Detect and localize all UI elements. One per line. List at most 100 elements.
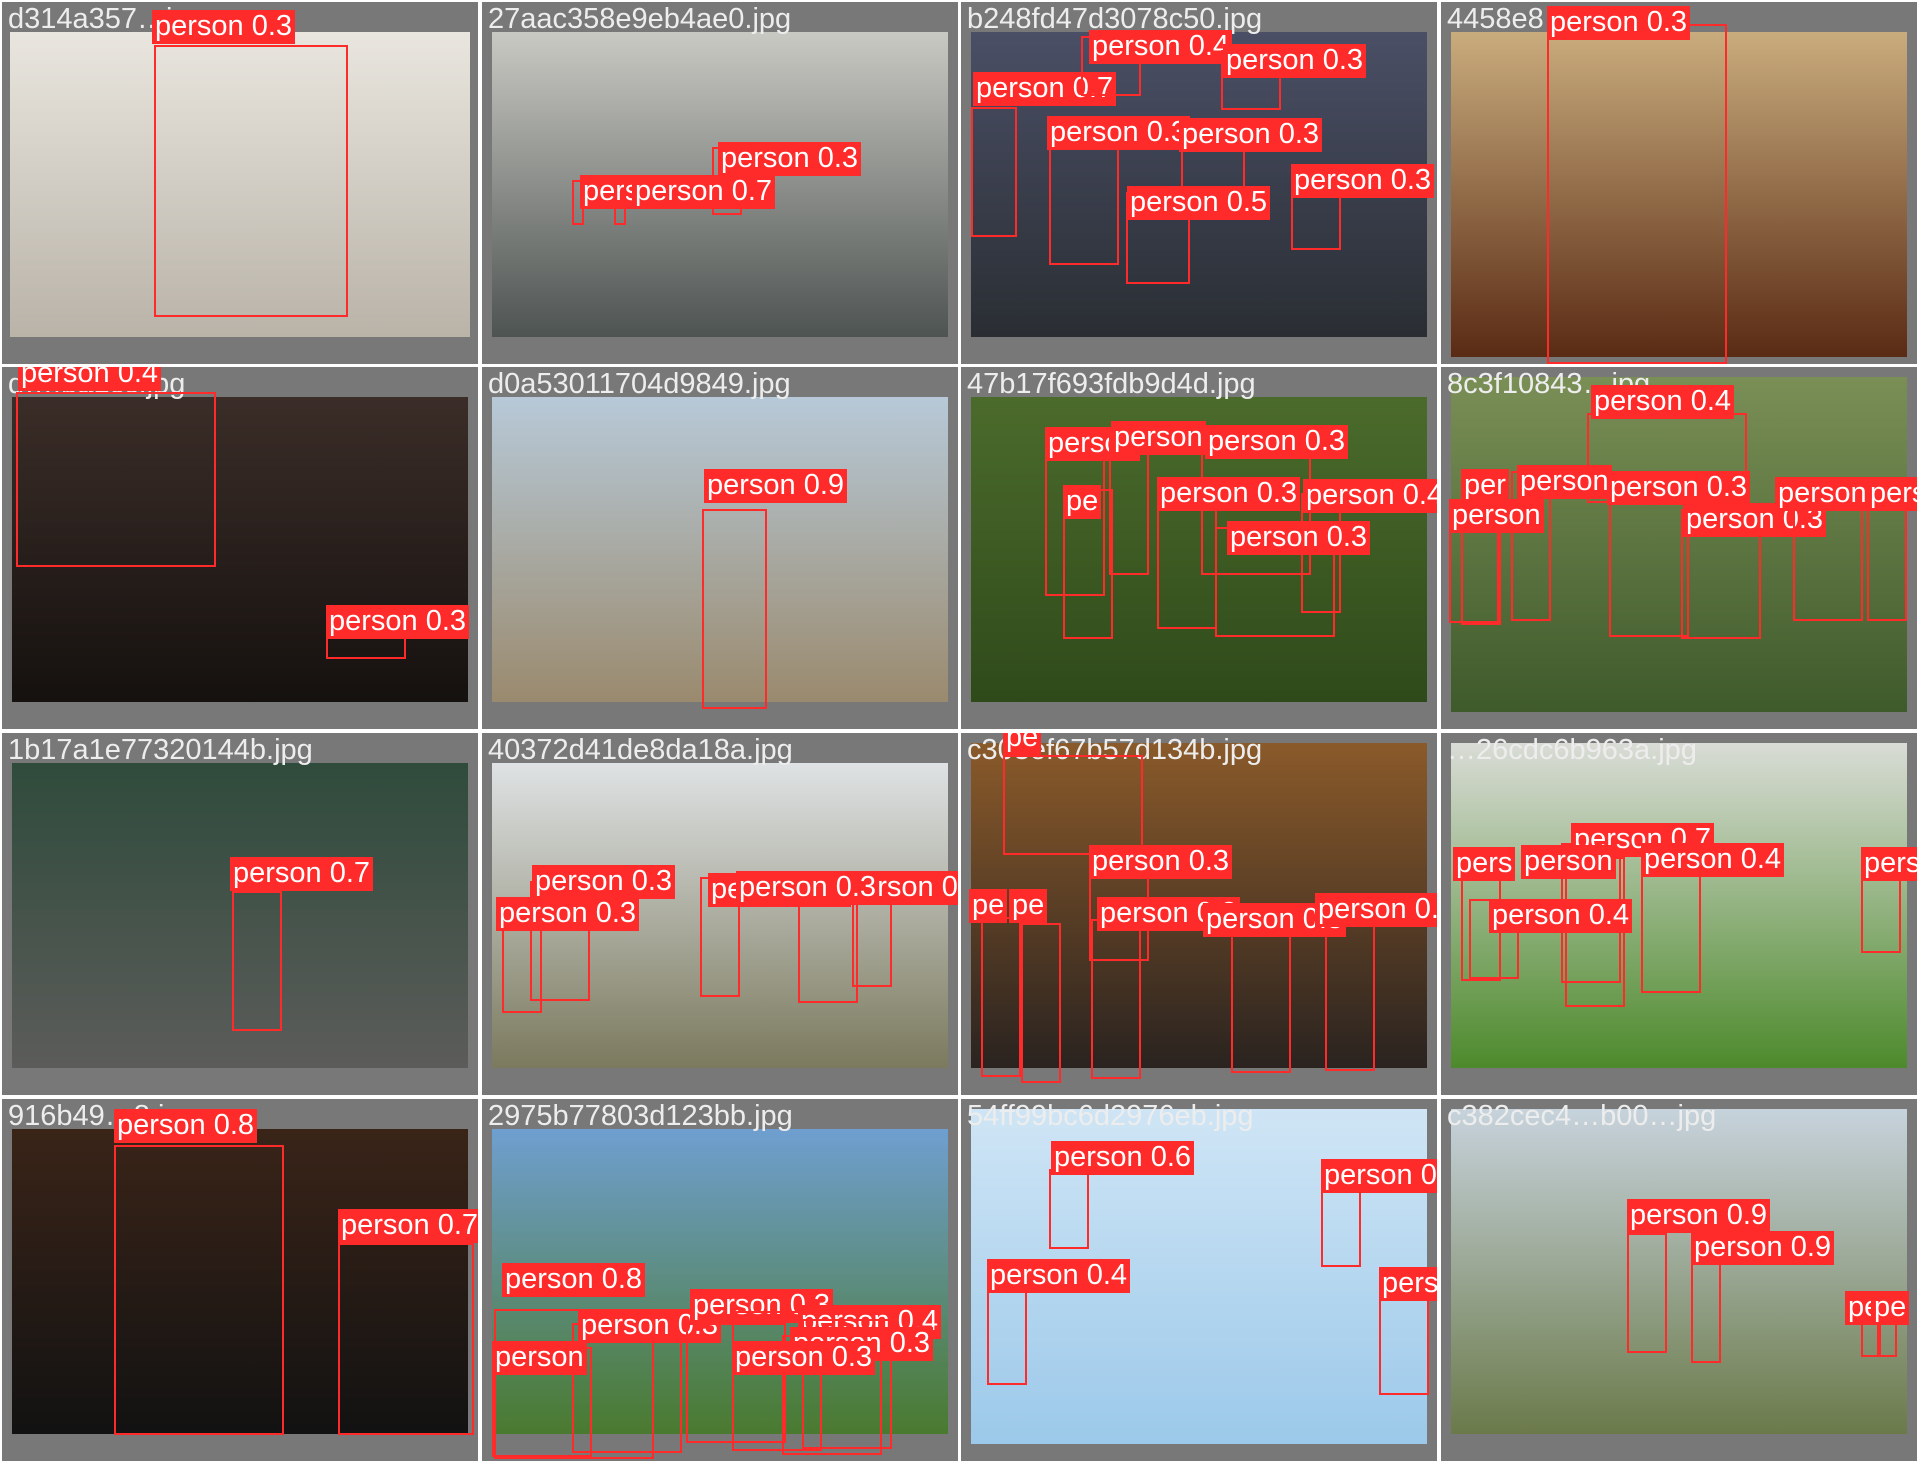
tile-image (1451, 1109, 1907, 1434)
detection-label: person 0.4 (1591, 385, 1735, 419)
detection-label: person (1111, 421, 1206, 455)
tile-image (10, 32, 470, 337)
detection-label: person 0.7 (338, 1209, 478, 1243)
tile-image (1451, 377, 1907, 712)
detection-label: person 0.3 (326, 605, 470, 639)
detection-label: person 0.4 (1321, 1159, 1437, 1193)
detection-label: person 0.8 (1379, 1267, 1437, 1301)
result-tile: c382cec4…b00…jpg person 0.9 person 0.9 pe pe (1441, 1099, 1917, 1461)
result-tile: d0a53011704d9849.jpg person 0.9 (482, 367, 958, 729)
detection-label: person 0.3 (1047, 116, 1191, 150)
image-filename: 2975b77803d123bb.jpg (488, 1100, 793, 1132)
detection-label: person (1521, 845, 1616, 879)
detection-label: person 0.3 (1223, 44, 1367, 78)
image-filename: …26cdc6b963a.jpg (1447, 734, 1697, 766)
image-filename: d0a53011704d9849.jpg (488, 368, 791, 400)
detection-label: person 0.4 (1089, 30, 1233, 64)
detection-label: person (1517, 465, 1612, 499)
result-tile: d314a357…jpg person 0.3 (2, 2, 478, 364)
detection-label: person 0.3 (1291, 164, 1435, 198)
detection-label: person 0.4 (987, 1259, 1131, 1293)
detection-box (1021, 923, 1061, 1083)
detection-label: pers (1861, 847, 1917, 881)
detection-label: person 0.3 (496, 897, 640, 931)
detection-label: person 0.3 (718, 142, 862, 176)
detection-box (154, 45, 348, 317)
detection-label: person 0.3 (152, 10, 296, 44)
detection-box (16, 392, 216, 567)
detection-box (1691, 1263, 1721, 1363)
detection-label: person 0.3 (1205, 425, 1349, 459)
detection-label: pe (1063, 485, 1102, 519)
detection-label: pe (1009, 889, 1048, 923)
image-filename: 1b17a1e77320144b.jpg (8, 734, 313, 766)
detection-label: pe (1871, 1291, 1910, 1325)
detection-box (114, 1145, 284, 1435)
detection-label: person 0.4 (1489, 899, 1633, 933)
detection-label: person 0.3 (1227, 521, 1371, 555)
detection-label: person 0.4 (18, 367, 162, 391)
detection-label: person 0.3 (1683, 503, 1827, 537)
detection-label: person (492, 1341, 587, 1375)
result-tile: 4458e8…3.jpg person 0.3 (1441, 2, 1917, 364)
tile-image (12, 397, 468, 702)
image-filename: 40372d41de8da18a.jpg (488, 734, 793, 766)
detection-box (1325, 911, 1375, 1071)
detection-box (614, 180, 626, 225)
detection-box (1049, 1169, 1089, 1249)
detection-label: person 0.3 (1157, 477, 1301, 511)
detection-label: per (1461, 469, 1509, 503)
image-filename: 54ff99bc6d2976eb.jpg (967, 1100, 1254, 1132)
tile-image (1451, 32, 1907, 357)
detection-label: person 0.9 (1691, 1231, 1835, 1265)
image-filename: 47b17f693fdb9d4d.jpg (967, 368, 1256, 400)
detection-label: pe (1003, 733, 1042, 755)
result-tile: …26cdc6b963a.jpg person 0.7 pers person pers… (1441, 733, 1917, 1095)
detection-box (702, 509, 767, 709)
detection-label: person 0.3 (1547, 6, 1691, 40)
detection-label: person 0.4 (1303, 479, 1437, 513)
detection-box (686, 1323, 786, 1443)
detection-label: person 0.9 (704, 469, 848, 503)
detection-label: pers (1453, 847, 1516, 881)
result-tile: 1b17a1e77320144b.jpg person 0.7 (2, 733, 478, 1095)
detection-label: person 0.3 (1089, 845, 1233, 879)
detection-box (1003, 755, 1143, 855)
result-tile: 8c3f10843…jpg person 0.4 per person person 0… (1441, 367, 1917, 729)
detection-label: person 0.3 (732, 1341, 876, 1375)
detection-box (971, 107, 1017, 237)
image-filename: 27aac358e9eb4ae0.jpg (488, 3, 792, 35)
detection-box (1547, 24, 1727, 364)
image-filename: b248fd47d3078c50.jpg (967, 3, 1263, 35)
detection-label: person 0.3 (1315, 893, 1437, 927)
detection-label: person 0.6 (1051, 1141, 1195, 1175)
tile-image (12, 1129, 468, 1434)
detection-label: person 0.3 (736, 871, 880, 905)
result-tile: 47b17f693fdb9d4d.jpg person person person 0… (961, 367, 1437, 729)
detection-label: person 0.3 (1179, 118, 1323, 152)
detection-box (1627, 1233, 1667, 1353)
detection-label: person 0.4 (1641, 843, 1785, 877)
result-tile: 54ff99bc6d2976eb.jpg person 0.6 person 0.4… (961, 1099, 1437, 1461)
detection-label: person 0.7 (973, 72, 1117, 106)
detection-box (1321, 1187, 1361, 1267)
image-filename: c382cec4…b00…jpg (1447, 1100, 1717, 1132)
detection-label: person 0.7 (632, 175, 776, 209)
detection-box (232, 891, 282, 1031)
detection-label: person 0.8 (114, 1109, 258, 1143)
detection-box (1109, 435, 1149, 575)
detection-label: person 0.9 (1627, 1199, 1771, 1233)
detection-box (732, 1311, 822, 1451)
tile-image (12, 763, 468, 1068)
detection-box (782, 1335, 882, 1455)
tile-image (492, 397, 948, 702)
detection-label: person 0.8 (502, 1263, 646, 1297)
detection-box (1231, 913, 1291, 1073)
result-tile: c303ef67b57d134b.jpg pe person 0.3 pe pe pers… (961, 733, 1437, 1095)
detection-box (494, 1309, 654, 1459)
detection-label: person 0.3 (1607, 471, 1751, 505)
detection-box (338, 1243, 474, 1435)
